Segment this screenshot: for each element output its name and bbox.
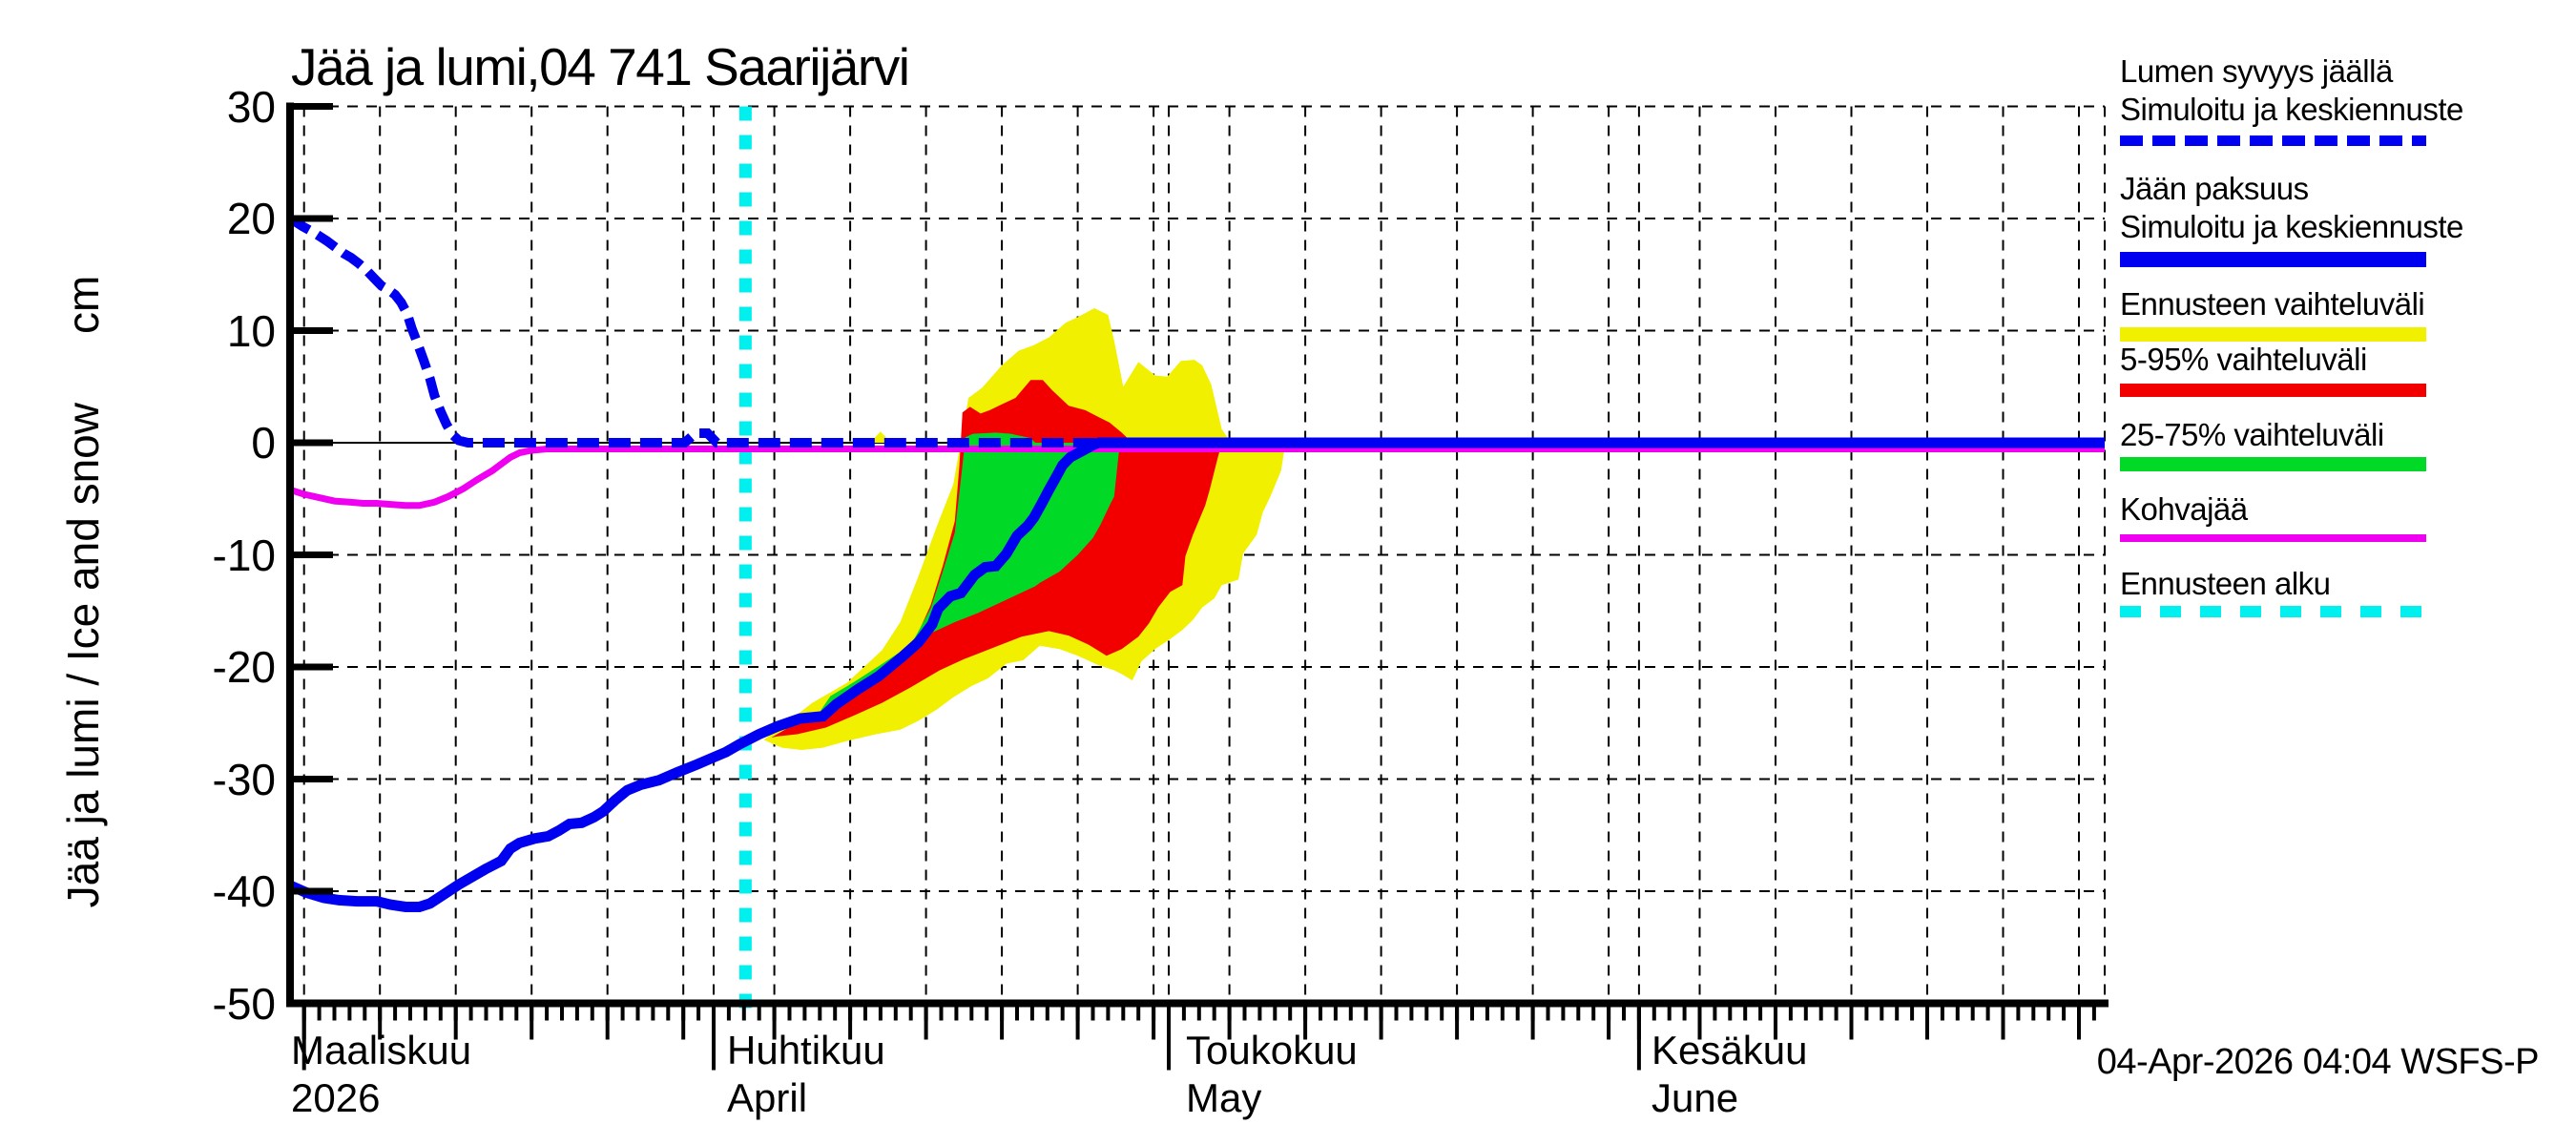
legend-sample-ice-solid — [2120, 252, 2426, 267]
month-label-sub: April — [727, 1075, 808, 1120]
line-ice-thickness — [288, 437, 2105, 912]
y-tick-label: -30 — [212, 754, 276, 804]
legend-item-label: 5-95% vaihteluväli — [2120, 342, 2367, 377]
y-tick-label: -50 — [212, 978, 276, 1029]
legend-sample-kohvajaa — [2120, 534, 2426, 542]
legend-item-label: Ennusteen alku — [2120, 566, 2331, 601]
y-tick-label: 10 — [226, 305, 276, 356]
month-label-sub: 2026 — [291, 1075, 381, 1120]
legend-item-label: Jään paksuus — [2120, 171, 2309, 206]
line-snow-depth — [287, 214, 2105, 448]
legend-item-label: Simuloitu ja keskiennuste — [2120, 209, 2463, 244]
y-tick-label: 30 — [226, 81, 276, 132]
legend-item-label: 25-75% vaihteluväli — [2120, 417, 2384, 452]
y-tick-label: -20 — [212, 642, 276, 692]
y-tick-label: -40 — [212, 866, 276, 916]
legend-item-label: Simuloitu ja keskiennuste — [2120, 92, 2463, 127]
month-label-sub: June — [1652, 1075, 1739, 1120]
y-axis-label-text: Jää ja lumi / Ice and snow — [58, 403, 108, 908]
month-label-sub: May — [1186, 1075, 1262, 1120]
y-tick-label: 20 — [226, 194, 276, 243]
y-axis-unit: cm — [58, 275, 108, 335]
month-label-fi: Maaliskuu — [291, 1028, 472, 1072]
legend-item-label: Lumen syvyys jäällä — [2120, 53, 2393, 89]
plot-timestamp: 04-Apr-2026 04:04 WSFS-P — [2096, 1042, 2540, 1082]
month-label-fi: Kesäkuu — [1652, 1028, 1808, 1072]
legend-item-label: Ennusteen vaihteluväli — [2120, 286, 2425, 322]
month-label-fi: Toukokuu — [1186, 1028, 1358, 1072]
y-tick-label: 0 — [251, 418, 276, 468]
month-label-fi: Huhtikuu — [727, 1028, 885, 1072]
legend-item-label: Kohvajää — [2120, 491, 2248, 527]
legend: Lumen syvyys jäällä Simuloitu ja keskienn… — [2120, 0, 2463, 668]
legend-sample-range-red — [2120, 384, 2426, 397]
legend-sample-range-yellow — [2120, 327, 2426, 342]
legend-sample-forecast-start — [2120, 606, 2426, 617]
legend-sample-snow-dashed — [2120, 135, 2426, 146]
y-tick-label: -10 — [212, 530, 276, 580]
line-kohvajaa — [289, 446, 2105, 510]
legend-sample-range-green — [2120, 457, 2426, 471]
chart-title: Jää ja lumi,04 741 Saarijärvi — [291, 37, 910, 96]
y-axis-label: Jää ja lumi / Ice and snow cm — [35, 19, 131, 1145]
